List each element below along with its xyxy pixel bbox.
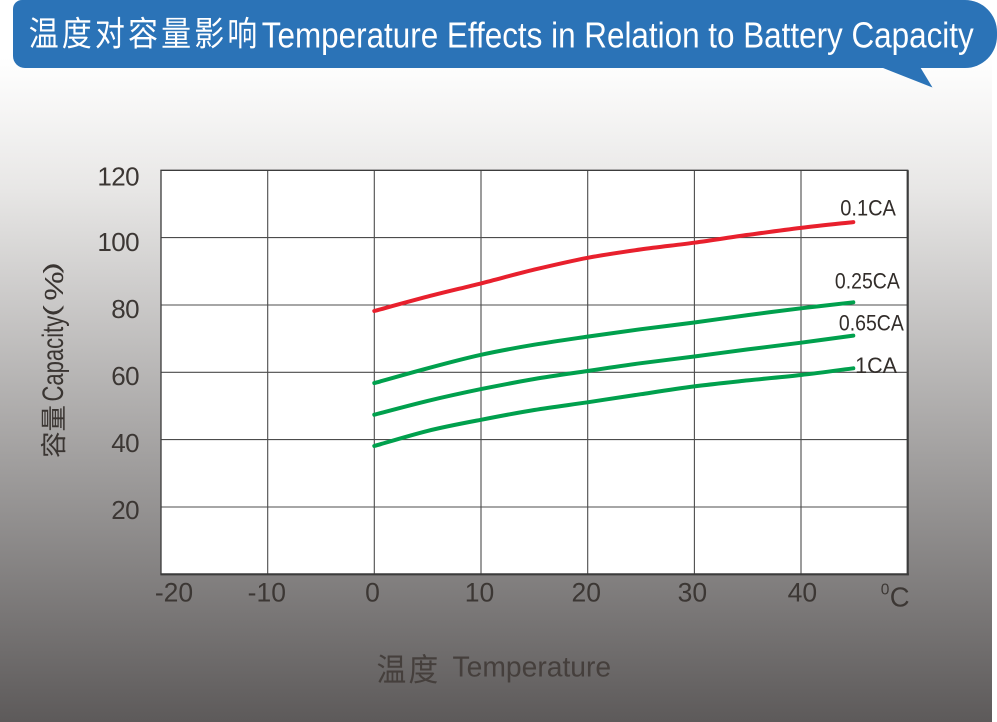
- svg-text:-10: -10: [248, 578, 286, 608]
- svg-text:): ): [40, 262, 65, 274]
- svg-text:C: C: [890, 581, 910, 612]
- svg-text:Capacity: Capacity: [36, 315, 70, 401]
- svg-text:(: (: [40, 305, 65, 317]
- svg-text:-20: -20: [155, 578, 193, 608]
- svg-text:40: 40: [111, 428, 139, 458]
- svg-text:0.1CA: 0.1CA: [840, 197, 896, 221]
- svg-text:60: 60: [111, 361, 139, 391]
- svg-text:80: 80: [111, 294, 139, 324]
- svg-text:10: 10: [465, 578, 494, 608]
- svg-text:0: 0: [365, 578, 380, 608]
- svg-text:0.25CA: 0.25CA: [835, 270, 900, 294]
- svg-text:20: 20: [572, 578, 601, 608]
- svg-text:Temperature Effects in Relatio: Temperature Effects in Relation to Batte…: [262, 15, 974, 55]
- svg-text:30: 30: [678, 578, 707, 608]
- svg-text:40: 40: [788, 578, 817, 608]
- svg-text:0.65CA: 0.65CA: [839, 311, 904, 335]
- svg-text:%: %: [41, 271, 69, 300]
- svg-text:100: 100: [97, 227, 139, 257]
- svg-text:1CA: 1CA: [855, 353, 897, 378]
- svg-text:20: 20: [111, 495, 139, 525]
- svg-text:Temperature: Temperature: [453, 651, 612, 683]
- svg-text:120: 120: [97, 161, 139, 191]
- svg-text:0: 0: [881, 582, 890, 599]
